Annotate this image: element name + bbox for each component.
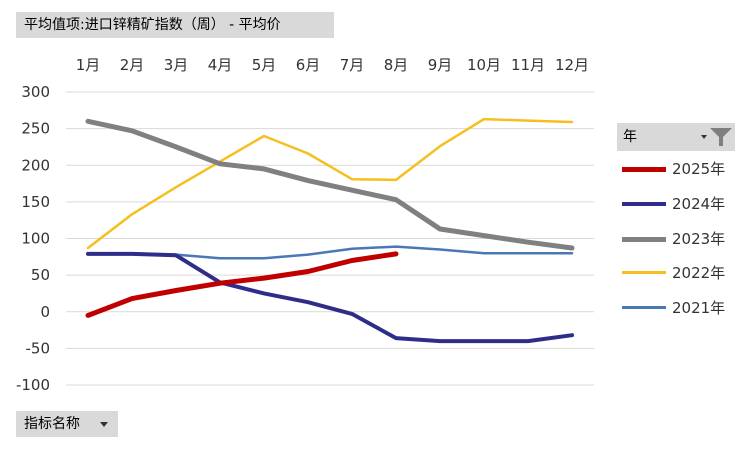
- y-tick-label: 100: [21, 230, 50, 248]
- series-line-2022年: [86, 117, 574, 250]
- x-tick-label: 10月: [467, 56, 501, 74]
- field-filter-label: 指标名称: [24, 416, 80, 432]
- x-tick-label: 9月: [428, 56, 453, 74]
- x-axis-ticks: 1月 2月 3月 4月 5月 6月 7月 8月 9月 10月 11月 12月: [76, 56, 589, 74]
- y-axis-ticks: -100 -50 0 50 100 150 200 250 300: [16, 83, 50, 394]
- y-tick-label: 150: [21, 193, 50, 211]
- value-field-button[interactable]: 平均值项:进口锌精矿指数（周） - 平均价: [16, 12, 334, 38]
- legend-filter-header[interactable]: 年: [617, 123, 735, 151]
- filter-icon: [710, 128, 732, 146]
- legend-swatch: [622, 202, 666, 206]
- legend-label: 2025年: [672, 160, 726, 178]
- x-tick-label: 12月: [555, 56, 589, 74]
- legend-header-label: 年: [623, 129, 637, 145]
- x-tick-label: 8月: [384, 56, 409, 74]
- legend-swatch: [622, 167, 666, 172]
- x-tick-label: 4月: [208, 56, 233, 74]
- series-lines: [85, 117, 575, 344]
- legend-label: 2023年: [672, 230, 726, 248]
- x-tick-label: 2月: [120, 56, 145, 74]
- x-tick-label: 1月: [76, 56, 101, 74]
- y-tick-label: 200: [21, 156, 50, 174]
- x-tick-label: 5月: [252, 56, 277, 74]
- x-tick-label: 11月: [511, 56, 545, 74]
- y-tick-label: 0: [40, 303, 50, 321]
- field-filter-button[interactable]: 指标名称: [16, 411, 118, 437]
- dropdown-arrow-icon: [701, 135, 707, 139]
- y-tick-label: 300: [21, 83, 50, 101]
- x-tick-label: 3月: [164, 56, 189, 74]
- series-line-2025年: [85, 251, 399, 318]
- legend-label: 2024年: [672, 195, 726, 213]
- series-line-2024年: [86, 251, 574, 344]
- y-tick-label: -50: [26, 339, 51, 357]
- legend-swatch: [622, 237, 666, 242]
- y-tick-label: -100: [16, 376, 50, 394]
- y-tick-label: 50: [31, 266, 50, 284]
- dropdown-arrow-icon: [100, 421, 109, 427]
- x-tick-label: 6月: [296, 56, 321, 74]
- x-tick-label: 7月: [340, 56, 365, 74]
- legend-swatch: [622, 271, 666, 274]
- legend-label: 2021年: [672, 299, 726, 317]
- legend-label: 2022年: [672, 264, 726, 282]
- series-line-2023年: [85, 118, 575, 251]
- legend-swatch: [622, 306, 666, 309]
- y-tick-label: 250: [21, 120, 50, 138]
